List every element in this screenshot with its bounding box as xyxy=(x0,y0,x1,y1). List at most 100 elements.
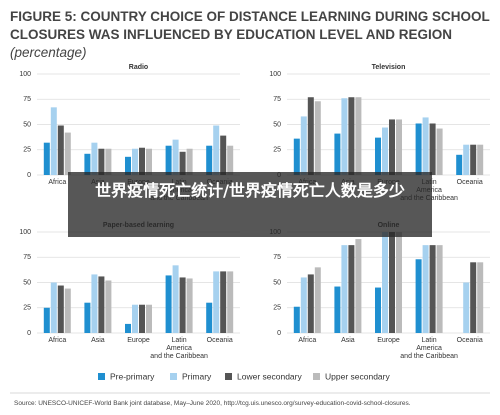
bar xyxy=(415,123,422,175)
y-tick-label: 75 xyxy=(273,254,281,261)
bar xyxy=(98,276,105,333)
y-tick-label: 50 xyxy=(23,121,31,128)
y-tick-label: 50 xyxy=(273,121,281,128)
y-tick-label: 50 xyxy=(273,279,281,286)
bar xyxy=(91,274,98,333)
legend-swatch xyxy=(313,373,320,380)
bar xyxy=(132,148,138,175)
bar xyxy=(429,245,436,333)
bar xyxy=(227,145,234,175)
bar xyxy=(422,117,429,175)
bar xyxy=(470,144,477,175)
bar xyxy=(91,142,98,175)
bar xyxy=(57,285,64,333)
bar xyxy=(64,132,71,175)
bar xyxy=(341,245,348,333)
bar xyxy=(436,245,443,333)
bar xyxy=(165,275,172,333)
bar xyxy=(206,145,213,175)
bar xyxy=(105,148,112,175)
bar xyxy=(220,135,227,175)
x-tick-label: Latin America and the Caribbean xyxy=(150,337,208,360)
title-text: FIGURE 5: COUNTRY CHOICE OF DISTANCE LEA… xyxy=(10,9,490,42)
bar xyxy=(220,271,227,333)
y-tick-label: 75 xyxy=(23,254,31,261)
x-tick-label: Oceania xyxy=(206,337,233,344)
bar xyxy=(300,277,307,333)
x-tick-label: Europe xyxy=(127,337,150,344)
bar xyxy=(43,307,50,333)
bar xyxy=(375,287,381,333)
y-tick-label: 100 xyxy=(19,229,31,236)
bar xyxy=(436,128,443,175)
bar xyxy=(105,280,112,333)
y-tick-label: 25 xyxy=(273,305,281,312)
bar xyxy=(146,304,152,333)
bar xyxy=(213,125,220,175)
bar xyxy=(375,137,381,175)
panel-title: Television xyxy=(372,64,406,71)
bar xyxy=(84,302,91,333)
y-tick-label: 100 xyxy=(19,71,31,78)
bar xyxy=(132,304,138,333)
bar xyxy=(98,148,105,175)
bar xyxy=(84,153,91,175)
panel-title: Radio xyxy=(129,64,148,71)
x-tick-label: Oceania xyxy=(456,337,483,344)
bar xyxy=(382,127,388,175)
legend-swatch xyxy=(98,373,105,380)
y-tick-label: 50 xyxy=(23,279,31,286)
y-tick-label: 0 xyxy=(277,330,281,337)
bar xyxy=(293,306,300,333)
x-tick-label: Latin America and the Caribbean xyxy=(400,337,458,360)
y-tick-label: 100 xyxy=(269,71,281,78)
bar xyxy=(415,259,422,333)
bar xyxy=(125,156,131,175)
legend-label: Primary xyxy=(182,371,212,381)
bar xyxy=(307,97,314,175)
legend-swatch xyxy=(170,373,177,380)
bar xyxy=(314,267,321,333)
bar xyxy=(179,277,186,333)
y-tick-label: 25 xyxy=(273,147,281,154)
bar xyxy=(422,245,429,333)
bar xyxy=(382,232,388,333)
bar xyxy=(213,271,220,333)
bar xyxy=(334,286,341,333)
bar xyxy=(293,138,300,175)
bar xyxy=(348,245,355,333)
bar xyxy=(50,282,57,333)
title-unit: (percentage) xyxy=(10,45,87,60)
bar xyxy=(341,98,348,175)
bar xyxy=(227,271,234,333)
x-tick-label: Oceania xyxy=(456,179,483,186)
bar xyxy=(477,262,484,333)
bar xyxy=(139,304,145,333)
bar xyxy=(389,119,395,175)
y-tick-label: 0 xyxy=(27,330,31,337)
bar xyxy=(43,142,50,175)
y-tick-label: 75 xyxy=(23,96,31,103)
bar xyxy=(125,323,131,333)
bar xyxy=(146,148,152,175)
bar xyxy=(50,107,57,175)
bar xyxy=(456,154,463,175)
legend-swatch xyxy=(225,373,232,380)
x-tick-label: Africa xyxy=(48,179,67,186)
legend-label: Pre-primary xyxy=(110,371,155,381)
figure-title: FIGURE 5: COUNTRY CHOICE OF DISTANCE LEA… xyxy=(10,8,495,62)
bar xyxy=(64,288,71,333)
y-tick-label: 25 xyxy=(23,305,31,312)
bar xyxy=(300,116,307,175)
x-tick-label: Asia xyxy=(341,337,355,344)
bar xyxy=(477,144,484,175)
bar xyxy=(463,282,470,333)
x-tick-label: Europe xyxy=(377,337,400,344)
bar xyxy=(139,147,145,175)
bar xyxy=(57,125,64,175)
x-tick-label: Asia xyxy=(91,337,105,344)
bar xyxy=(172,265,179,333)
bar xyxy=(389,232,395,333)
